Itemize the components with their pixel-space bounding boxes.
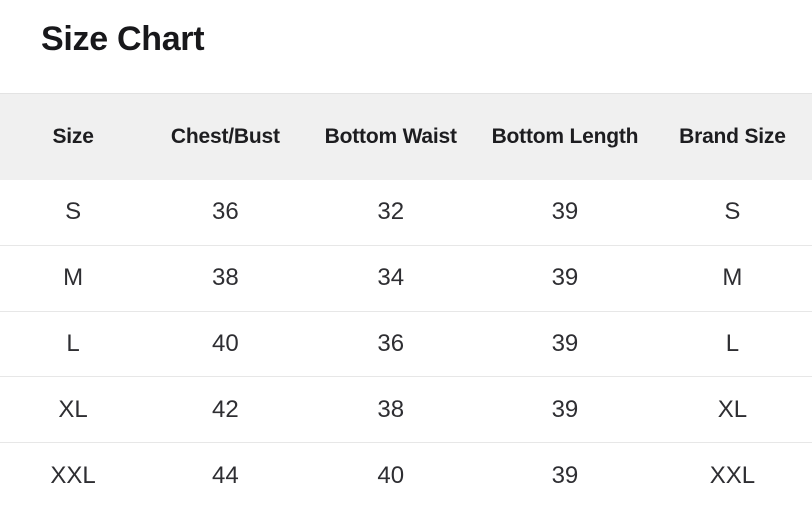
- cell-bottom-length: 39: [477, 244, 653, 312]
- size-chart-table: Size Chest/Bust Bottom Waist Bottom Leng…: [0, 93, 812, 509]
- cell-size: XXL: [0, 442, 147, 509]
- cell-brand-size: XXL: [652, 442, 812, 509]
- table-row: XL 42 38 39 XL: [0, 376, 812, 443]
- cell-size: L: [0, 310, 147, 377]
- cell-chest-bust: 44: [146, 442, 305, 509]
- cell-bottom-waist: 32: [304, 179, 478, 246]
- cell-brand-size: S: [652, 179, 812, 246]
- cell-bottom-waist: 34: [304, 244, 478, 312]
- cell-chest-bust: 40: [146, 310, 305, 377]
- cell-brand-size: XL: [652, 376, 812, 443]
- cell-brand-size: M: [652, 244, 812, 312]
- cell-bottom-waist: 40: [304, 442, 478, 509]
- cell-bottom-waist: 36: [304, 310, 478, 377]
- table-row: M 38 34 39 M: [0, 244, 812, 312]
- table-header-row: Size Chest/Bust Bottom Waist Bottom Leng…: [0, 93, 812, 180]
- cell-bottom-waist: 38: [304, 376, 478, 443]
- cell-size: M: [0, 244, 147, 312]
- header-cell-brand-size: Brand Size: [652, 93, 812, 180]
- table-row: L 40 36 39 L: [0, 310, 812, 377]
- table-row: XXL 44 40 39 XXL: [0, 442, 812, 509]
- cell-size: XL: [0, 376, 147, 443]
- cell-bottom-length: 39: [477, 179, 653, 246]
- page-title: Size Chart: [41, 20, 205, 58]
- header-cell-chest-bust: Chest/Bust: [146, 93, 305, 180]
- cell-chest-bust: 42: [146, 376, 305, 443]
- table-row: S 36 32 39 S: [0, 179, 812, 246]
- cell-bottom-length: 39: [477, 376, 653, 443]
- cell-bottom-length: 39: [477, 442, 653, 509]
- cell-brand-size: L: [652, 310, 812, 377]
- cell-size: S: [0, 179, 147, 246]
- cell-chest-bust: 36: [146, 179, 305, 246]
- header-cell-bottom-length: Bottom Length: [477, 93, 653, 180]
- cell-bottom-length: 39: [477, 310, 653, 377]
- cell-chest-bust: 38: [146, 244, 305, 312]
- header-cell-bottom-waist: Bottom Waist: [304, 93, 478, 180]
- header-cell-size: Size: [0, 93, 147, 180]
